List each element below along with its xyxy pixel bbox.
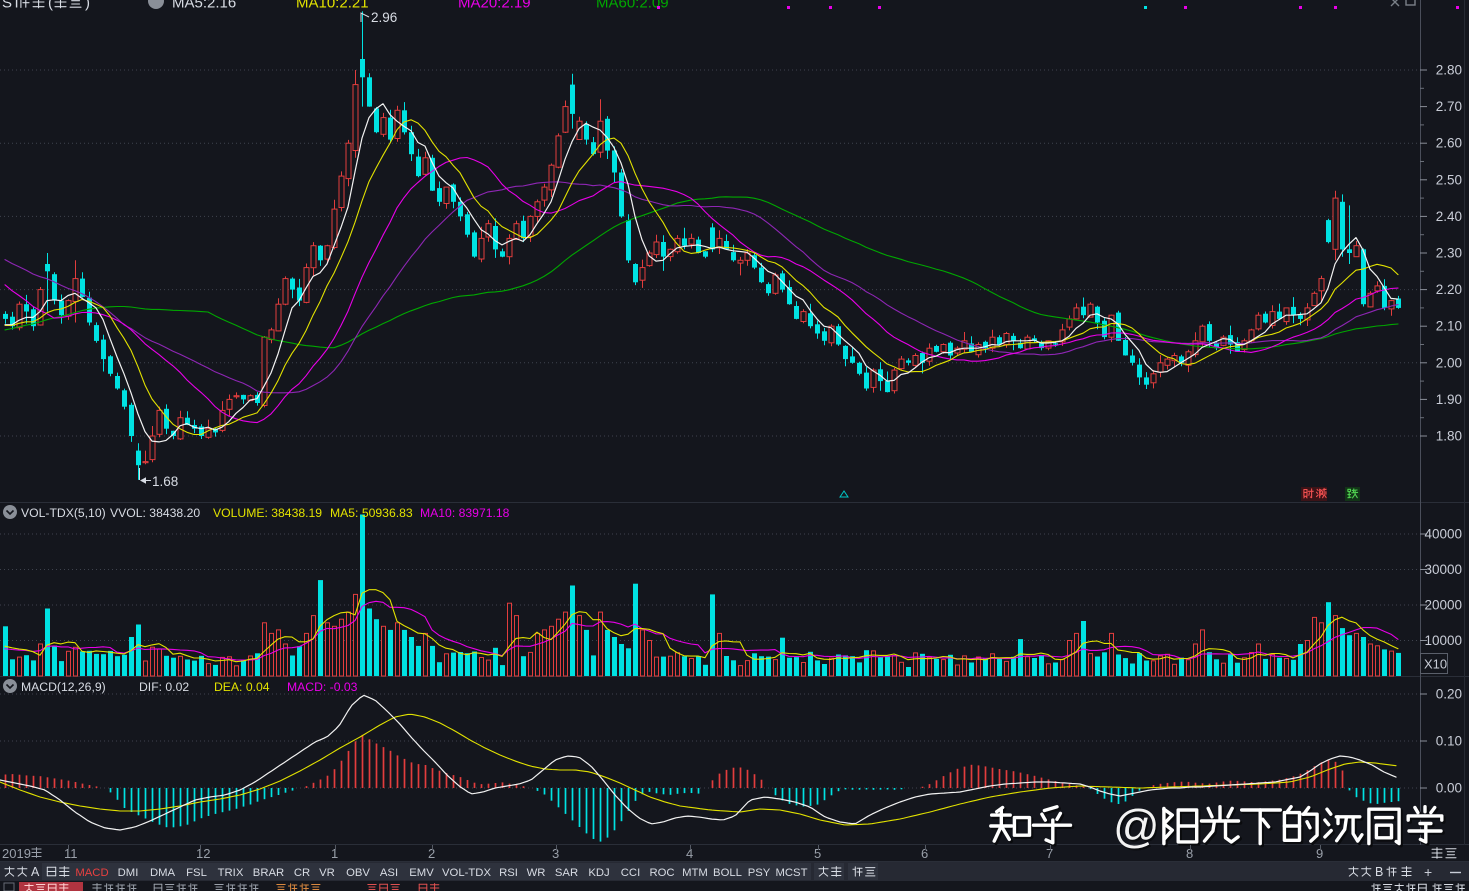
- svg-text:OBV: OBV: [346, 867, 370, 879]
- svg-text:MCST: MCST: [775, 867, 807, 879]
- svg-text:CCI: CCI: [621, 867, 640, 879]
- svg-text:2.30: 2.30: [1436, 246, 1462, 261]
- svg-text:MACD: MACD: [75, 867, 108, 879]
- svg-text:2.60: 2.60: [1436, 136, 1462, 151]
- svg-text:MA10:2.21: MA10:2.21: [296, 0, 369, 12]
- svg-text:MACD: -0.03: MACD: -0.03: [287, 680, 358, 694]
- svg-text:0.10: 0.10: [1436, 734, 1462, 749]
- svg-text:MACD(12,26,9): MACD(12,26,9): [21, 680, 106, 694]
- svg-text:2.20: 2.20: [1436, 282, 1462, 297]
- svg-text:9: 9: [1316, 846, 1323, 861]
- svg-text:FSL: FSL: [186, 867, 207, 879]
- svg-text:RSI: RSI: [499, 867, 518, 879]
- svg-text:ST: ST: [2, 0, 21, 12]
- svg-text:2.80: 2.80: [1436, 63, 1462, 78]
- svg-text:DMI: DMI: [118, 867, 139, 879]
- svg-text:4: 4: [686, 846, 693, 861]
- svg-text:SAR: SAR: [555, 867, 578, 879]
- svg-text:12: 12: [196, 846, 210, 861]
- svg-text:DMA: DMA: [150, 867, 176, 879]
- svg-text:3: 3: [552, 846, 559, 861]
- svg-text:ROC: ROC: [649, 867, 674, 879]
- svg-text:DEA: 0.04: DEA: 0.04: [214, 680, 270, 694]
- svg-text:2019: 2019: [2, 846, 31, 861]
- svg-text:2.96: 2.96: [371, 10, 397, 25]
- svg-text:8: 8: [1186, 846, 1193, 861]
- svg-text:WR: WR: [527, 867, 546, 879]
- svg-text:DIF: 0.02: DIF: 0.02: [139, 680, 189, 694]
- svg-text:VR: VR: [319, 867, 335, 879]
- svg-text:@: @: [1113, 800, 1160, 852]
- svg-text:2.00: 2.00: [1436, 355, 1462, 370]
- svg-text:MA60:2.09: MA60:2.09: [596, 0, 669, 12]
- svg-text:0.20: 0.20: [1436, 687, 1462, 702]
- svg-text:MA10: 83971.18: MA10: 83971.18: [420, 506, 510, 520]
- svg-text:7: 7: [1046, 846, 1053, 861]
- svg-text:TRIX: TRIX: [218, 867, 244, 879]
- svg-text:VOL-TDX(5,10): VOL-TDX(5,10): [21, 506, 106, 520]
- svg-text:VOL-TDX: VOL-TDX: [442, 867, 491, 879]
- svg-text:2: 2: [428, 846, 435, 861]
- svg-text:2.70: 2.70: [1436, 99, 1462, 114]
- svg-text:VVOL: 38438.20: VVOL: 38438.20: [110, 506, 200, 520]
- svg-text:A: A: [31, 865, 40, 879]
- svg-text:(: (: [48, 0, 53, 12]
- svg-text:2.10: 2.10: [1436, 319, 1462, 334]
- svg-text:MA5: 50936.83: MA5: 50936.83: [330, 506, 413, 520]
- svg-text:X10: X10: [1424, 657, 1447, 672]
- svg-text:30000: 30000: [1424, 562, 1462, 577]
- svg-text:VOLUME: 38438.19: VOLUME: 38438.19: [213, 506, 322, 520]
- svg-text:KDJ: KDJ: [588, 867, 609, 879]
- svg-text:@: @: [1115, 802, 1162, 854]
- svg-text:5: 5: [814, 846, 821, 861]
- svg-text:6: 6: [921, 846, 928, 861]
- svg-text:B: B: [1375, 865, 1383, 879]
- svg-text:ASI: ASI: [380, 867, 398, 879]
- svg-text:): ): [85, 0, 90, 12]
- svg-text:1: 1: [331, 846, 338, 861]
- svg-text:10000: 10000: [1424, 633, 1462, 648]
- svg-text:1.90: 1.90: [1436, 392, 1462, 407]
- svg-text:1.68: 1.68: [152, 474, 178, 489]
- svg-text:MTM: MTM: [682, 867, 708, 879]
- svg-text:11: 11: [64, 846, 78, 861]
- svg-text:2.50: 2.50: [1436, 172, 1462, 187]
- svg-text:BRAR: BRAR: [253, 867, 284, 879]
- svg-text:40000: 40000: [1424, 527, 1462, 542]
- svg-text:MA20:2.19: MA20:2.19: [458, 0, 531, 12]
- svg-text:1.80: 1.80: [1436, 429, 1462, 444]
- svg-text:EMV: EMV: [409, 867, 434, 879]
- svg-text:20000: 20000: [1424, 598, 1462, 613]
- svg-text:MA5:2.16: MA5:2.16: [172, 0, 236, 12]
- svg-text:0.00: 0.00: [1436, 781, 1462, 796]
- svg-text:2.40: 2.40: [1436, 209, 1462, 224]
- svg-text:PSY: PSY: [748, 867, 771, 879]
- svg-text:CR: CR: [294, 867, 310, 879]
- svg-text:BOLL: BOLL: [713, 867, 742, 879]
- svg-text:+: +: [1424, 864, 1432, 880]
